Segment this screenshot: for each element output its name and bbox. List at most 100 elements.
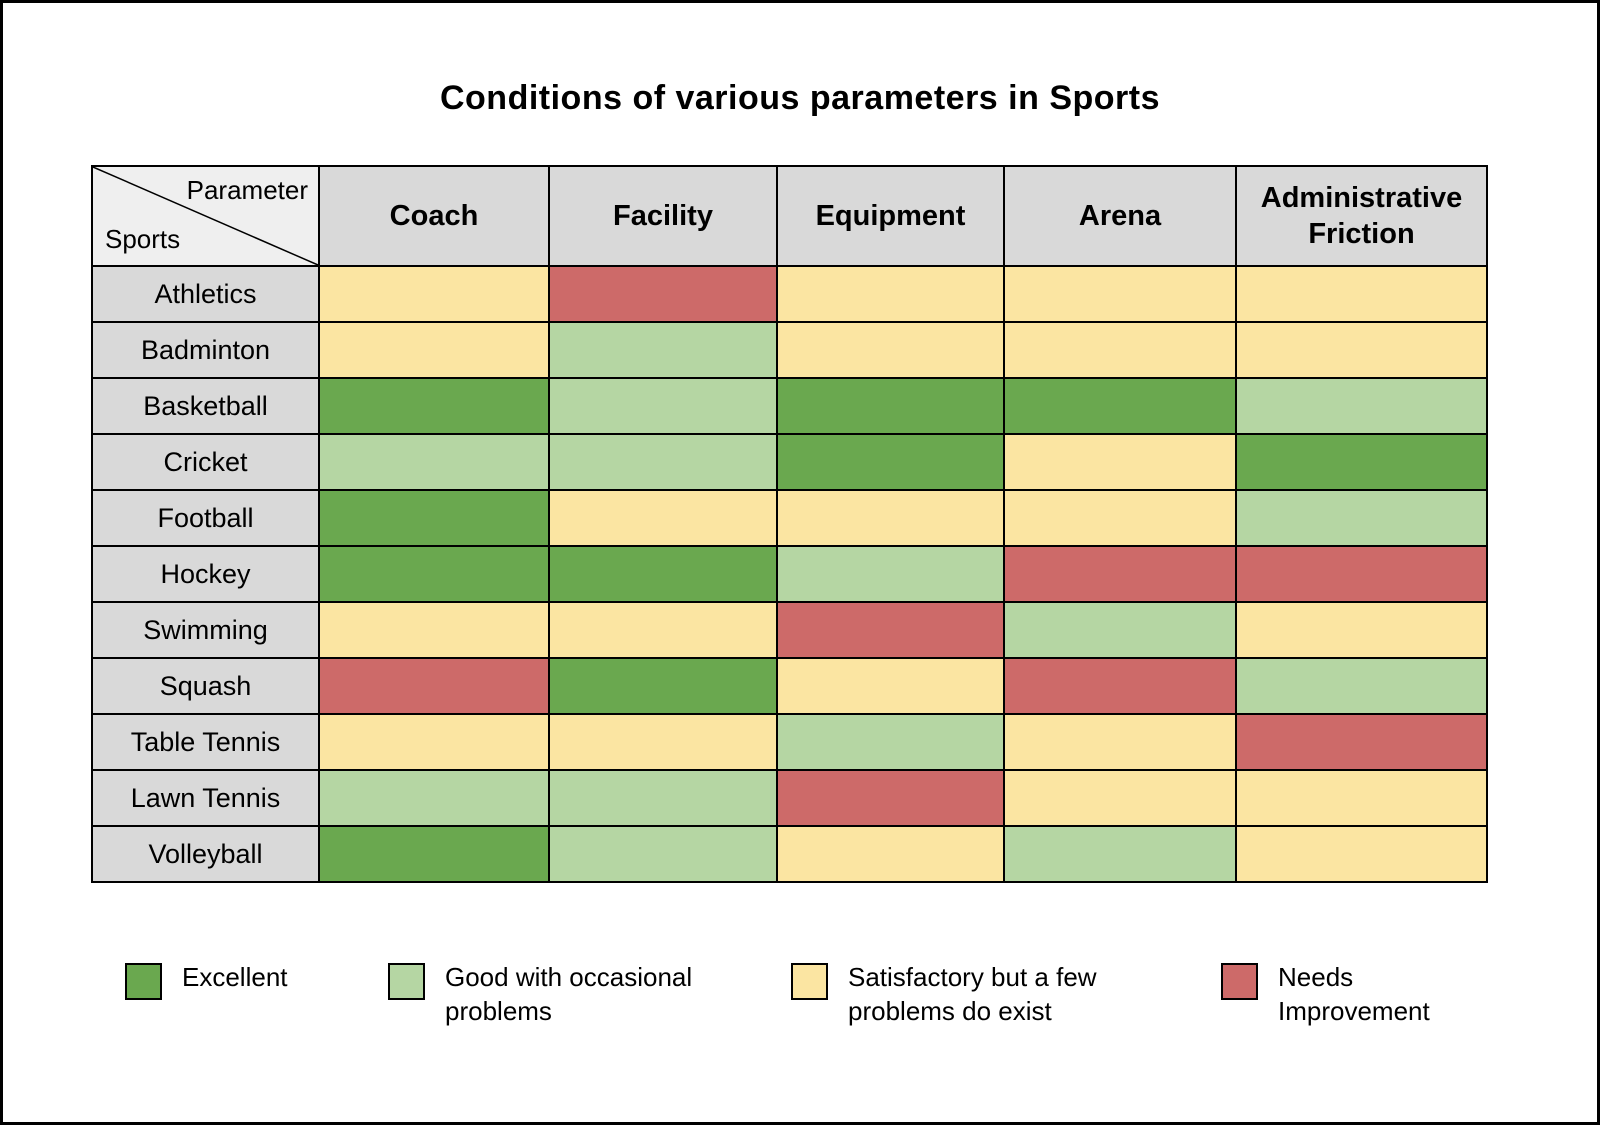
condition-cell [318,825,550,883]
legend-item-satisfactory: Satisfactory but a few problems do exist [791,961,1138,1029]
column-header-arena: Arena [1003,165,1237,267]
conditions-table: Parameter Sports Coach Facility Equipmen… [91,165,1488,883]
condition-cell [776,713,1005,771]
condition-cell [1003,265,1237,323]
excellent-color-swatch [125,963,162,1000]
legend-item-good: Good with occasional problems [388,961,715,1029]
condition-cell [1235,657,1488,715]
column-header-facility: Facility [548,165,778,267]
condition-cell [318,265,550,323]
table-row: Basketball [91,377,1488,435]
condition-cell [1003,769,1237,827]
sport-label: Football [91,489,320,547]
condition-cell [548,377,778,435]
condition-cell [548,825,778,883]
table-row: Swimming [91,601,1488,659]
sport-label: Hockey [91,545,320,603]
column-header-coach: Coach [318,165,550,267]
corner-sports-label: Sports [105,224,181,254]
condition-cell [1003,545,1237,603]
table-row: Volleyball [91,825,1488,883]
legend: Excellent Good with occasional problems … [3,961,1597,1091]
good-color-swatch [388,963,425,1000]
condition-cell [318,377,550,435]
condition-cell [318,657,550,715]
condition-cell [776,377,1005,435]
header-row: Parameter Sports Coach Facility Equipmen… [91,165,1488,267]
sport-label: Volleyball [91,825,320,883]
table-row: Squash [91,657,1488,715]
condition-cell [1235,265,1488,323]
corner-parameter-label: Parameter [186,175,308,205]
condition-cell [1235,377,1488,435]
corner-diagonal-line [93,167,318,265]
condition-cell [776,825,1005,883]
condition-cell [1235,489,1488,547]
condition-cell [318,713,550,771]
condition-cell [548,601,778,659]
column-header-equipment: Equipment [776,165,1005,267]
condition-cell [548,657,778,715]
satisfactory-color-swatch [791,963,828,1000]
condition-cell [1235,825,1488,883]
condition-cell [548,265,778,323]
condition-cell [318,769,550,827]
legend-label: Good with occasional problems [445,962,693,1026]
sport-label: Lawn Tennis [91,769,320,827]
condition-cell [548,545,778,603]
condition-cell [318,433,550,491]
condition-cell [318,601,550,659]
table-row: Lawn Tennis [91,769,1488,827]
condition-cell [1003,825,1237,883]
condition-cell [776,321,1005,379]
condition-cell [776,433,1005,491]
condition-cell [1003,601,1237,659]
condition-cell [1235,601,1488,659]
table-row: Badminton [91,321,1488,379]
column-header-administrative-friction: Administrative Friction [1235,165,1488,267]
condition-cell [776,489,1005,547]
table-body: Athletics Badminton Basketball Cricket Footb… [91,265,1488,883]
condition-cell [1235,769,1488,827]
condition-cell [1235,433,1488,491]
condition-cell [1235,321,1488,379]
condition-cell [776,601,1005,659]
condition-cell [548,713,778,771]
sport-label: Athletics [91,265,320,323]
legend-label: Excellent [182,962,288,992]
condition-cell [318,321,550,379]
table-row: Hockey [91,545,1488,603]
condition-cell [1003,713,1237,771]
legend-label: Needs Improvement [1278,962,1430,1026]
table-row: Football [91,489,1488,547]
sport-label: Cricket [91,433,320,491]
condition-cell [318,489,550,547]
table-row: Cricket [91,433,1488,491]
condition-cell [548,489,778,547]
table-row: Table Tennis [91,713,1488,771]
condition-cell [1235,713,1488,771]
page-title: Conditions of various parameters in Spor… [439,79,1160,117]
legend-item-excellent: Excellent [125,961,288,1000]
sport-label: Basketball [91,377,320,435]
condition-cell [776,769,1005,827]
table-row: Athletics [91,265,1488,323]
corner-cell: Parameter Sports [91,165,320,267]
condition-cell [1003,489,1237,547]
condition-cell [776,545,1005,603]
condition-cell [318,545,550,603]
condition-cell [776,265,1005,323]
sport-label: Badminton [91,321,320,379]
legend-item-needs-improvement: Needs Improvement [1221,961,1448,1029]
condition-cell [1003,377,1237,435]
condition-cell [548,769,778,827]
condition-cell [1235,545,1488,603]
sport-label: Squash [91,657,320,715]
condition-cell [1003,321,1237,379]
legend-label: Satisfactory but a few problems do exist [848,962,1097,1026]
condition-cell [776,657,1005,715]
condition-cell [548,321,778,379]
condition-cell [1003,657,1237,715]
sport-label: Swimming [91,601,320,659]
